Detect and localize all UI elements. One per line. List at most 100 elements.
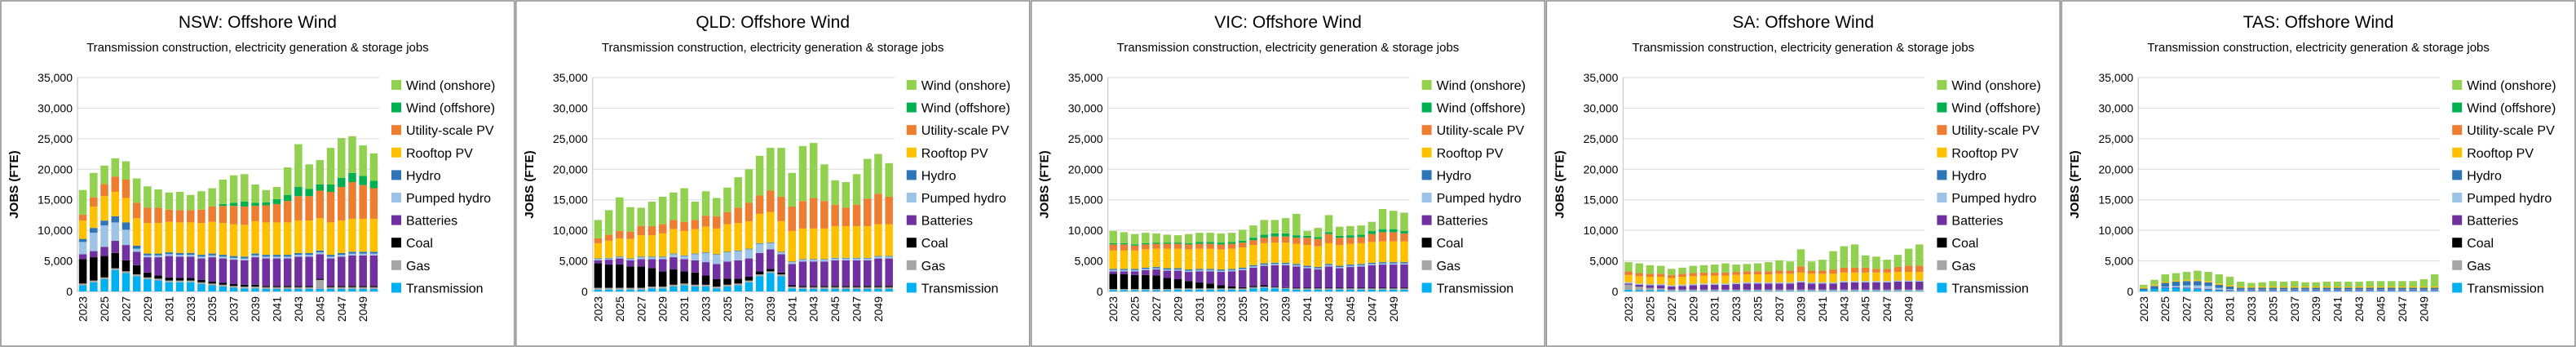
bar-segment-pumped-hydro [1721, 283, 1730, 285]
chart-panel-sa: SA: Offshore Wind Transmission constructi… [1545, 0, 2061, 347]
legend-swatch [1937, 238, 1947, 248]
legend-label: Rooftop PV [921, 147, 988, 161]
bar-segment-rooftop-pv [1646, 277, 1655, 285]
bar-segment-gas [1883, 289, 1891, 291]
bar-segment-transmission [626, 289, 634, 291]
bar-segment-batteries [1743, 283, 1752, 290]
bar-segment-hydro [1357, 264, 1365, 265]
legend-label: Batteries [1437, 215, 1488, 229]
bar-segment-transmission [713, 288, 721, 291]
bar-segment-rooftop-pv [2215, 283, 2224, 285]
bar-segment-hydro [842, 257, 851, 259]
bar-segment-wind-onshore- [337, 138, 346, 178]
bar-segment-wind-onshore- [1883, 260, 1891, 269]
bar-segment-wind-offshore- [1378, 229, 1387, 233]
bar-segment-wind-onshore- [637, 207, 646, 226]
bar-segment-transmission [852, 289, 861, 291]
bar-segment-batteries [1689, 285, 1698, 290]
bar-segment-wind-offshore- [1217, 242, 1226, 245]
bar-segment-utility-scale-pv [326, 191, 335, 223]
bar-segment-transmission [272, 289, 281, 291]
bar-segment-rooftop-pv [1368, 242, 1376, 263]
bar-segment-rooftop-pv [2225, 285, 2234, 287]
bar-segment-gas [1270, 287, 1279, 289]
bar-segment-utility-scale-pv [294, 196, 303, 221]
bar-segment-coal [1346, 287, 1354, 289]
bar-segment-pumped-hydro [2376, 289, 2385, 291]
bar-segment-hydro [2387, 287, 2396, 290]
bar-segment-batteries [208, 257, 216, 282]
bar-segment-wind-onshore- [1281, 218, 1290, 234]
x-tick-label: 2039 [1279, 296, 1292, 322]
bar-segment-rooftop-pv [1678, 277, 1686, 285]
bar-segment-rooftop-pv [1163, 248, 1172, 269]
bar-segment-hydro [616, 256, 624, 258]
bar-segment-batteries [1184, 272, 1193, 282]
bar-segment-rooftop-pv [616, 238, 624, 257]
bar-segment-wind-onshore- [594, 220, 603, 238]
bar-segment-pumped-hydro [241, 258, 249, 260]
bar-segment-wind-onshore- [1346, 225, 1354, 236]
bar-segment-pumped-hydro [2419, 289, 2428, 291]
bar-segment-rooftop-pv [1390, 241, 1398, 263]
bar-segment-coal [1281, 287, 1290, 288]
bar-segment-hydro [262, 255, 271, 257]
bar-segment-batteries [680, 259, 688, 272]
bar-segment-wind-offshore- [1195, 242, 1204, 244]
bar-segment-transmission [809, 289, 818, 291]
bar-segment-wind-onshore- [2150, 279, 2158, 285]
bar-segment-coal [637, 266, 646, 288]
chart-panel-vic: VIC: Offshore Wind Transmission construct… [1030, 0, 1546, 347]
y-tick-label: 25,000 [38, 132, 73, 145]
bar-segment-rooftop-pv [658, 233, 667, 257]
legend-label: Hydro [406, 169, 441, 183]
bar-segment-gas [1635, 287, 1643, 291]
bar-segment-batteries [272, 258, 281, 287]
bar-segment-wind-onshore- [2269, 281, 2278, 287]
bar-segment-pumped-hydro [2430, 289, 2439, 291]
legend-label: Utility-scale PV [1437, 124, 1525, 138]
bar-segment-gas [734, 283, 742, 286]
bar-segment-transmission [100, 279, 108, 291]
bar-segment-hydro [219, 255, 228, 257]
bar-segment-wind-onshore- [1163, 234, 1172, 243]
bar-segment-wind-onshore- [691, 201, 700, 220]
chart-title: SA: Offshore Wind [1733, 13, 1875, 32]
bar-segment-pumped-hydro [885, 256, 893, 259]
legend-swatch [1937, 260, 1947, 270]
bar-segment-wind-offshore- [1324, 232, 1333, 234]
bar-segment-transmission [262, 289, 271, 291]
legend-label: Pumped hydro [406, 192, 491, 206]
x-tick-label: 2045 [313, 296, 326, 322]
bar-segment-coal [208, 282, 216, 284]
bar-segment-pumped-hydro [2322, 289, 2331, 291]
bar-segment-batteries [1893, 282, 1902, 290]
bar-segment-hydro [2398, 287, 2406, 290]
bar-segment-transmission [294, 289, 303, 291]
bar-segment-utility-scale-pv [1130, 245, 1139, 251]
bar-segment-wind-onshore- [1807, 261, 1816, 271]
bar-segment-transmission [229, 287, 238, 291]
bar-segment-wind-onshore- [359, 145, 367, 176]
bar-segment-pumped-hydro [1893, 280, 1902, 282]
bar-segment-pumped-hydro [680, 256, 688, 260]
bar-segment-batteries [1796, 282, 1805, 290]
bar-segment-coal [1249, 286, 1257, 287]
bar-segment-rooftop-pv [229, 224, 238, 256]
bar-segment-rooftop-pv [1635, 276, 1643, 284]
bar-segment-rooftop-pv [251, 220, 259, 254]
y-tick-label: 5,000 [1589, 255, 1618, 268]
bar-segment-hydro [78, 238, 87, 242]
bar-segment-coal [100, 256, 108, 278]
bar-segment-utility-scale-pv [723, 211, 731, 225]
bar-segment-hydro [777, 251, 785, 253]
bar-segment-utility-scale-pv [241, 206, 249, 225]
legend-label: Rooftop PV [1437, 147, 1504, 161]
bar-segment-wind-offshore- [294, 186, 303, 197]
bar-segment-rooftop-pv [1270, 242, 1279, 263]
bar-segment-rooftop-pv [1239, 247, 1247, 268]
bar-segment-batteries [1850, 282, 1859, 290]
bar-segment-coal [305, 286, 313, 287]
bar-segment-gas [691, 284, 700, 287]
